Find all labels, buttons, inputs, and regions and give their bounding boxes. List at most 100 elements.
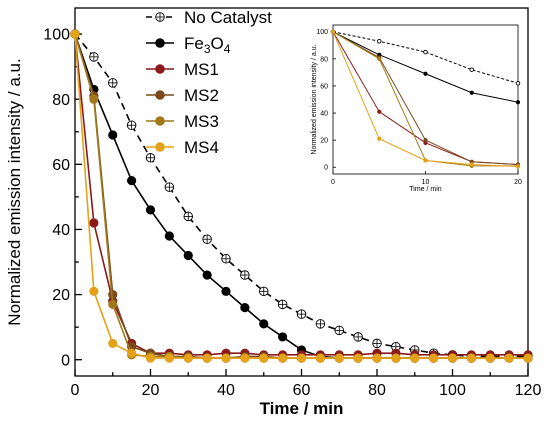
data-point-fe3o4 bbox=[221, 286, 231, 296]
legend-item-fe3o4: Fe3O4 bbox=[146, 34, 231, 56]
data-point-ms4 bbox=[240, 353, 250, 363]
legend-item-no-catalyst: No Catalyst bbox=[146, 8, 272, 27]
data-point-ms4 bbox=[315, 353, 325, 363]
legend-marker bbox=[155, 116, 165, 126]
legend-label-part: Fe bbox=[184, 34, 204, 53]
data-point-ms4 bbox=[504, 353, 514, 363]
data-point-fe3o4 bbox=[278, 332, 288, 342]
inset-data-point-ms4 bbox=[423, 158, 428, 163]
legend-label: MS4 bbox=[184, 138, 219, 157]
data-point-fe3o4 bbox=[108, 130, 118, 140]
y-tick-label: 100 bbox=[43, 27, 70, 44]
data-point-ms3 bbox=[108, 299, 118, 309]
inset-x-tick-label: 0 bbox=[331, 179, 335, 186]
inset-data-point-ms4 bbox=[330, 29, 336, 34]
legend-label: MS3 bbox=[184, 112, 219, 131]
data-point-ms4 bbox=[70, 29, 80, 39]
data-point-ms4 bbox=[410, 353, 420, 363]
data-point-fe3o4 bbox=[127, 176, 137, 186]
y-tick-label: 60 bbox=[52, 157, 70, 174]
data-point-ms1 bbox=[89, 218, 99, 228]
legend-marker bbox=[155, 38, 165, 48]
legend-label-part: O bbox=[211, 34, 224, 53]
x-tick-label: 60 bbox=[293, 382, 311, 399]
inset-y-tick-label: 80 bbox=[320, 56, 328, 63]
data-point-fe3o4 bbox=[145, 205, 156, 215]
x-tick-label: 120 bbox=[515, 382, 542, 399]
data-point-ms4 bbox=[523, 353, 533, 363]
data-point-ms4 bbox=[353, 353, 363, 363]
inset-data-point-no-catalyst bbox=[377, 39, 382, 44]
legend-label: Fe3O4 bbox=[184, 34, 231, 56]
inset-y-tick-label: 0 bbox=[324, 165, 328, 172]
inset-data-point-fe3o4 bbox=[515, 100, 521, 105]
legend-marker bbox=[155, 64, 165, 74]
legend-item-ms1: MS1 bbox=[146, 60, 219, 79]
inset-data-point-no-catalyst bbox=[515, 80, 521, 86]
inset-data-point-fe3o4 bbox=[423, 71, 428, 76]
inset-data-point-ms4 bbox=[515, 164, 521, 169]
inset-data-point-ms2 bbox=[423, 138, 428, 143]
x-tick-label: 40 bbox=[217, 382, 235, 399]
data-point-ms4 bbox=[447, 353, 458, 363]
legend-label: MS1 bbox=[184, 60, 219, 79]
inset-plot: 0 10 20 0 20 40 60 80 100 Time / min Normalized em… bbox=[311, 24, 522, 193]
data-point-ms4 bbox=[372, 353, 382, 363]
inset-data-point-no-catalyst bbox=[469, 67, 475, 72]
inset-y-tick-label: 100 bbox=[316, 29, 328, 36]
data-point-ms4 bbox=[183, 353, 193, 363]
data-point-ms4 bbox=[89, 286, 99, 296]
data-point-ms4 bbox=[202, 353, 212, 363]
y-axis-label: Normalized emission intensity / a.u. bbox=[5, 58, 24, 325]
x-axis-label: Time / min bbox=[260, 399, 344, 418]
data-point-ms4 bbox=[391, 353, 401, 363]
legend-item-ms2: MS2 bbox=[146, 86, 219, 105]
inset-data-point-ms1 bbox=[377, 109, 382, 114]
data-point-ms4 bbox=[485, 353, 495, 363]
inset-series-line-no-catalyst bbox=[332, 31, 519, 84]
legend-label-part: 3 bbox=[204, 42, 211, 56]
inset-data-point-ms4 bbox=[469, 162, 474, 167]
legend-label: No Catalyst bbox=[184, 8, 272, 27]
data-point-fe3o4 bbox=[202, 270, 212, 280]
data-point-ms4 bbox=[278, 353, 288, 363]
data-point-fe3o4 bbox=[183, 250, 193, 261]
data-point-ms4 bbox=[466, 353, 476, 363]
x-tick-label: 0 bbox=[71, 382, 80, 399]
y-tick-label: 40 bbox=[52, 222, 70, 239]
data-point-ms4 bbox=[108, 338, 118, 349]
data-point-ms4 bbox=[296, 353, 307, 363]
inset-data-point-ms4 bbox=[377, 136, 382, 141]
data-point-ms4 bbox=[429, 353, 439, 363]
legend-label-part: 4 bbox=[224, 42, 231, 56]
data-point-ms4 bbox=[127, 348, 137, 358]
inset-y-axis-label: Normalized emission intensity / a.u. bbox=[311, 44, 318, 154]
y-tick-label: 0 bbox=[61, 352, 70, 369]
inset-y-tick-label: 60 bbox=[320, 83, 328, 90]
data-point-ms4 bbox=[334, 353, 344, 363]
legend-item-ms3: MS3 bbox=[146, 112, 219, 131]
legend: No Catalyst Fe3O4 MS1 MS2 MS3 MS4 bbox=[146, 8, 272, 157]
data-point-ms4 bbox=[145, 353, 156, 363]
data-point-fe3o4 bbox=[259, 319, 269, 329]
inset-data-point-fe3o4 bbox=[469, 90, 474, 95]
data-point-ms4 bbox=[221, 353, 231, 363]
data-point-ms4 bbox=[164, 353, 174, 363]
inset-data-point-no-catalyst bbox=[423, 49, 428, 55]
inset-x-axis-label: Time / min bbox=[409, 186, 442, 193]
x-tick-label: 80 bbox=[368, 382, 386, 399]
y-tick-label: 20 bbox=[52, 287, 70, 304]
inset-data-point-ms3 bbox=[377, 56, 382, 61]
inset-y-tick-label: 40 bbox=[320, 110, 328, 117]
inset-x-tick-label: 20 bbox=[514, 179, 522, 186]
legend-marker bbox=[155, 90, 165, 100]
inset-y-tick-label: 20 bbox=[320, 138, 328, 145]
inset-x-tick-label: 10 bbox=[422, 179, 430, 186]
legend-item-ms4: MS4 bbox=[146, 138, 219, 157]
data-point-ms4 bbox=[259, 353, 269, 363]
data-point-ms3 bbox=[89, 94, 99, 104]
data-point-fe3o4 bbox=[164, 231, 174, 241]
legend-label: MS2 bbox=[184, 86, 219, 105]
legend-marker bbox=[155, 142, 165, 152]
